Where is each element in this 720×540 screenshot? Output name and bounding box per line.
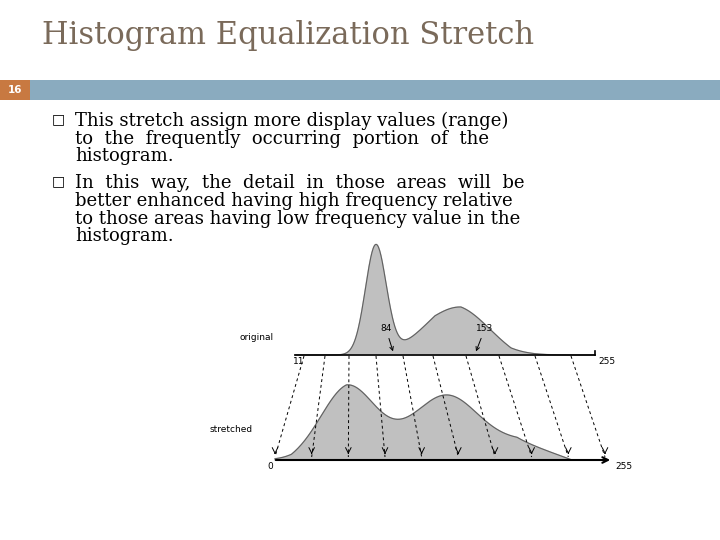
Bar	[0, 80, 30, 100]
Text: Histogram Equalization Stretch: Histogram Equalization Stretch	[42, 20, 534, 51]
Text: 84: 84	[380, 324, 393, 350]
Text: This stretch assign more display values (range): This stretch assign more display values …	[75, 112, 508, 130]
Polygon shape	[295, 245, 595, 355]
Text: histogram.: histogram.	[75, 227, 174, 245]
Text: better enhanced having high frequency relative: better enhanced having high frequency re…	[75, 192, 513, 210]
Text: □: □	[52, 112, 65, 126]
Polygon shape	[275, 385, 605, 460]
Text: to  the  frequently  occurring  portion  of  the: to the frequently occurring portion of t…	[75, 130, 489, 147]
Text: original: original	[240, 333, 274, 341]
Text: 255: 255	[598, 357, 615, 366]
Text: stretched: stretched	[210, 426, 253, 435]
Text: 16: 16	[8, 85, 22, 95]
Text: to those areas having low frequency value in the: to those areas having low frequency valu…	[75, 210, 521, 227]
Text: 0: 0	[267, 462, 273, 471]
Text: 255: 255	[615, 462, 632, 471]
Text: histogram.: histogram.	[75, 147, 174, 165]
Text: In  this  way,  the  detail  in  those  areas  will  be: In this way, the detail in those areas w…	[75, 174, 524, 192]
Bar	[30, 80, 720, 100]
Text: 11: 11	[293, 357, 305, 366]
Text: 153: 153	[476, 324, 494, 350]
Text: □: □	[52, 174, 65, 188]
